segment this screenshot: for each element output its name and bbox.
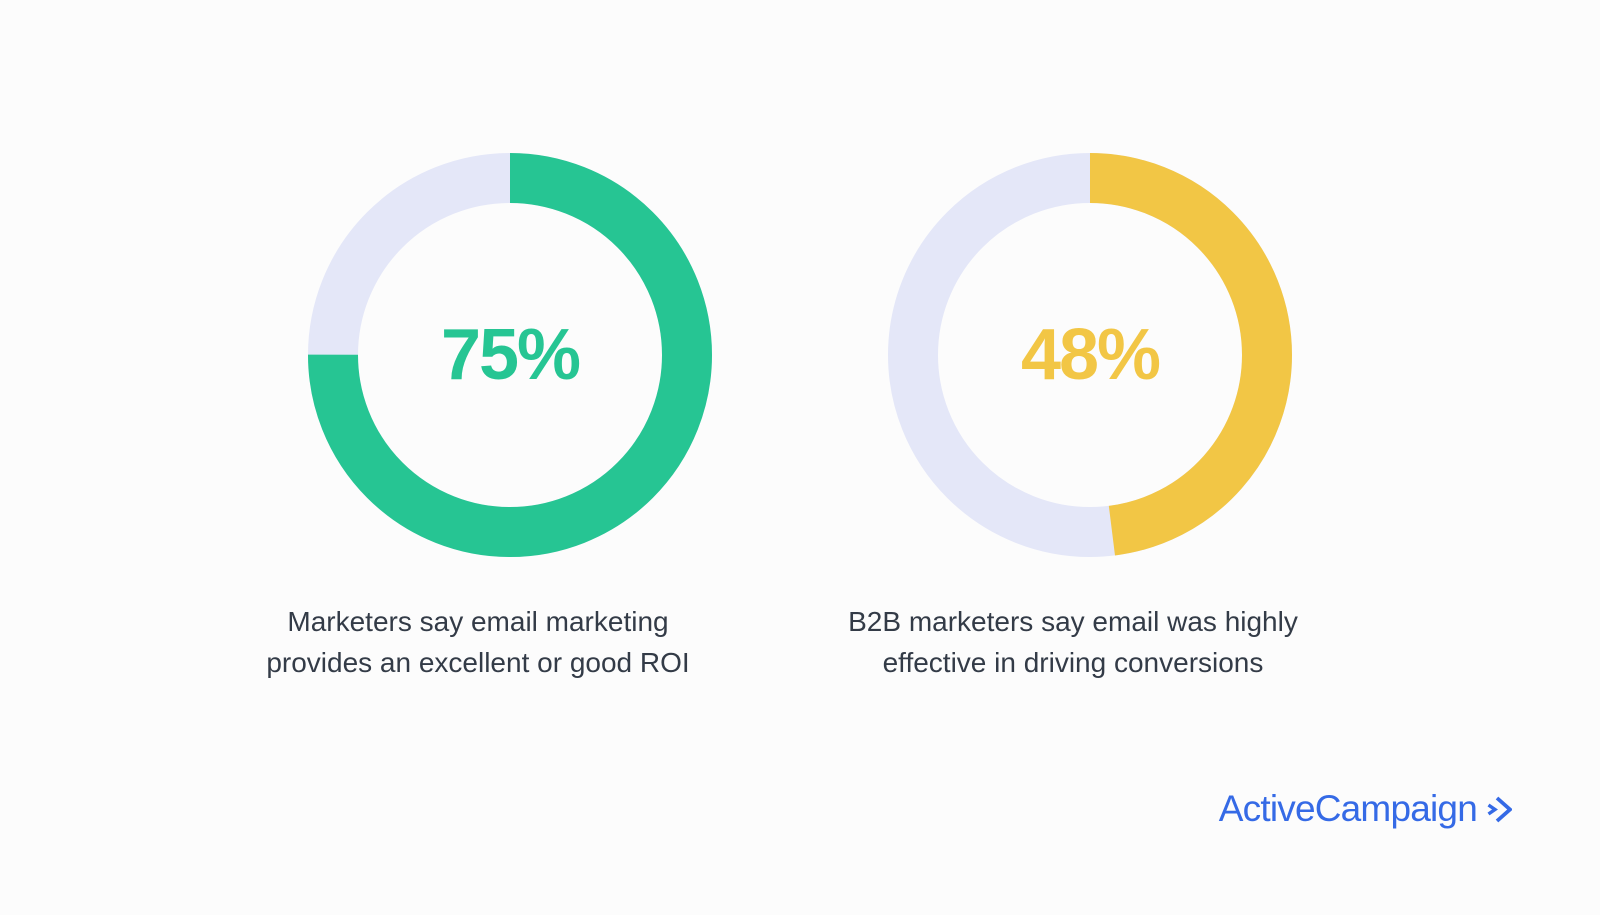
donut-ring-graphic bbox=[888, 153, 1292, 557]
caption-line: provides an excellent or good ROI bbox=[266, 647, 690, 678]
caption-line: Marketers say email marketing bbox=[287, 606, 669, 637]
donut-center-percentage: 75% bbox=[440, 315, 581, 395]
caption-line: B2B marketers say email was highly bbox=[848, 606, 1298, 637]
caption-email-conversions: B2B marketers say email was highly effec… bbox=[783, 601, 1363, 683]
caption-email-roi: Marketers say email marketing provides a… bbox=[188, 601, 768, 683]
donut-chart-email-roi: 75% bbox=[308, 153, 712, 557]
activecampaign-wordmark: ActiveCampaign bbox=[1218, 788, 1478, 829]
caption-line: effective in driving conversions bbox=[882, 647, 1264, 678]
donut-value-arc bbox=[888, 153, 1292, 557]
activecampaign-logo: ActiveCampaign bbox=[1219, 790, 1512, 827]
donut-value-arc bbox=[308, 153, 712, 557]
donut-center-percentage: 48% bbox=[1020, 315, 1161, 395]
donut-chart-email-conversions: 48% bbox=[888, 153, 1292, 557]
double-chevron-right-icon bbox=[1487, 796, 1512, 822]
donut-ring-graphic bbox=[308, 153, 712, 557]
